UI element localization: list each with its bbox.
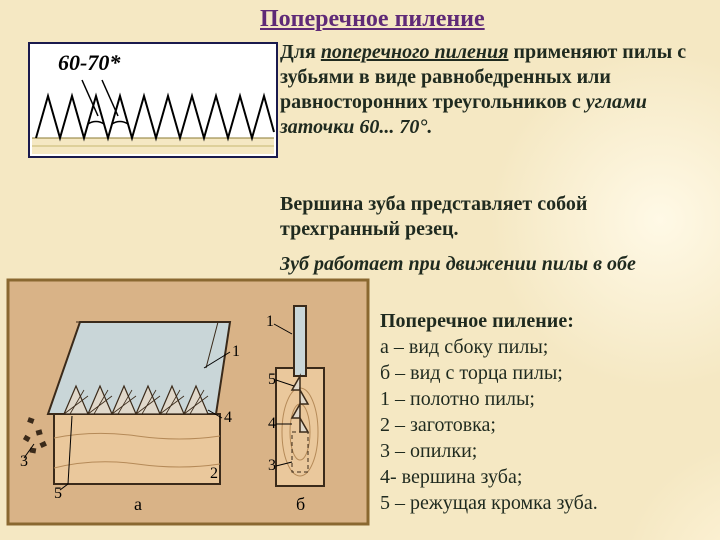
paragraph-2: Вершина зуба представляет собой трехгран… [280, 192, 702, 242]
caption-line-3: 2 – заготовка; [380, 414, 496, 436]
figure-caption: Поперечное пиление: а – вид сбоку пилы; … [380, 308, 702, 516]
caption-title: Поперечное пиление: [380, 310, 574, 332]
page-title: Поперечное пиление [260, 6, 485, 33]
p1-a: Для [280, 41, 321, 63]
panel-label-b: б [296, 494, 305, 514]
label-1b: 1 [266, 313, 274, 330]
label-3b: 3 [268, 457, 276, 474]
caption-line-5: 4- вершина зуба; [380, 466, 522, 488]
caption-line-0: а – вид сбоку пилы; [380, 336, 548, 358]
angle-label: 60-70* [58, 50, 121, 75]
paragraph-1: Для поперечного пиления применяют пилы с… [280, 40, 702, 140]
label-1a: 1 [232, 343, 240, 360]
panel-label-a: а [134, 494, 142, 514]
label-5b: 5 [268, 371, 276, 388]
figure-tooth-angle: 60-70* [28, 42, 278, 158]
caption-line-4: 3 – опилки; [380, 440, 477, 462]
label-3a: 3 [20, 453, 28, 470]
caption-line-2: 1 – полотно пилы; [380, 388, 535, 410]
label-5a: 5 [54, 485, 62, 502]
caption-line-6: 5 – режущая кромка зуба. [380, 492, 598, 514]
figure-saw-views: 1 2 3 4 5 а 1 5 4 3 [6, 278, 370, 530]
p1-em: поперечного пиления [321, 41, 509, 63]
label-4b: 4 [268, 415, 276, 432]
caption-line-1: б – вид с торца пилы; [380, 362, 563, 384]
label-4a: 4 [224, 409, 232, 426]
label-2: 2 [210, 465, 218, 482]
